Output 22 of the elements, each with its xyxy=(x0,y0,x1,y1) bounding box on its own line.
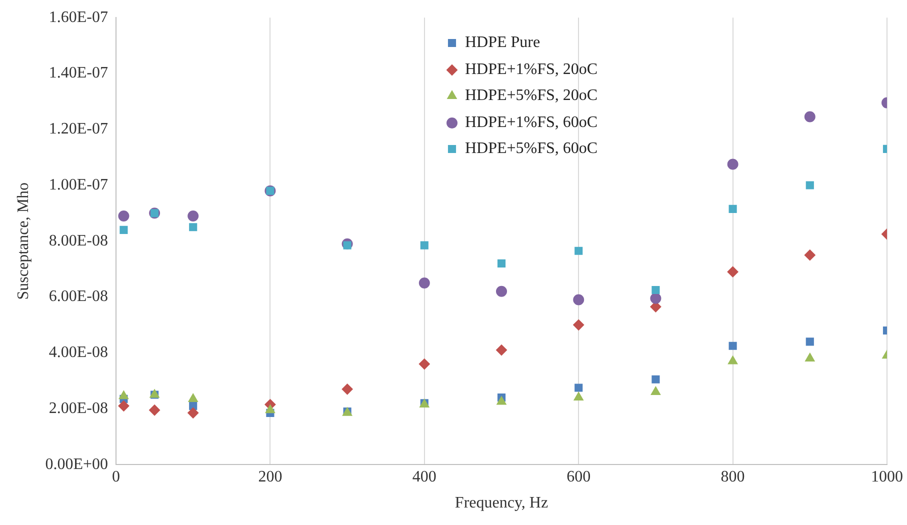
y-tick-label: 0.00E+00 xyxy=(45,456,108,473)
x-tick-label: 800 xyxy=(720,468,745,486)
y-tick-label: 8.00E-08 xyxy=(48,232,108,250)
y-tick-label: 2.00E-08 xyxy=(48,400,108,417)
y-tick-label: 4.00E-08 xyxy=(48,344,108,362)
y-axis-title: Susceptance, Mho xyxy=(14,182,32,300)
y-tick-label: 1.00E-07 xyxy=(48,176,108,194)
x-axis-title: Frequency, Hz xyxy=(454,494,548,512)
legend-label: HDPE+5%FS, 20oC xyxy=(465,87,598,106)
y-tick-label: 1.20E-07 xyxy=(48,120,108,138)
x-tick-label: 1000 xyxy=(871,468,903,486)
legend-label: HDPE+5%FS, 60oC xyxy=(465,140,598,158)
x-tick-label: 0 xyxy=(112,468,120,486)
x-tick-label: 600 xyxy=(566,468,591,486)
legend-label: HDPE+1%FS, 20oC xyxy=(465,60,598,79)
y-tick-label: 1.40E-07 xyxy=(48,64,108,82)
y-tick-label: 1.60E-07 xyxy=(48,8,108,26)
y-tick-label: 6.00E-08 xyxy=(48,288,108,306)
x-tick-label: 200 xyxy=(258,468,282,486)
x-tick-label: 400 xyxy=(412,468,436,486)
legend-label: HDPE+1%FS, 60oC xyxy=(465,114,598,132)
legend-label: HDPE Pure xyxy=(465,34,540,52)
